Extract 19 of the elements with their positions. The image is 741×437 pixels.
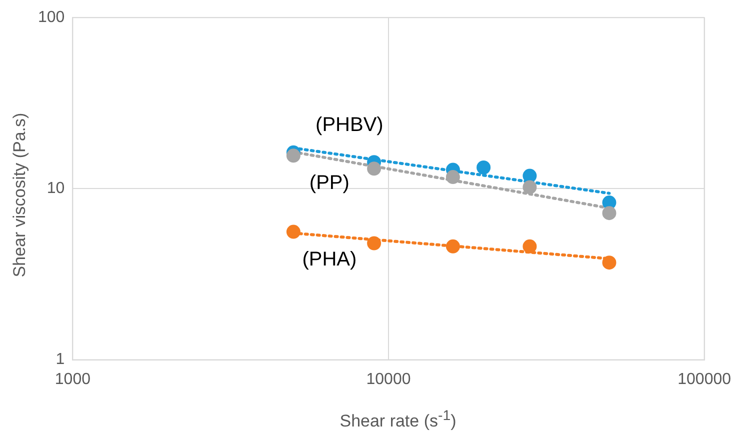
point [446, 170, 460, 184]
point [522, 239, 537, 254]
y-tick-label: 100 [38, 9, 65, 26]
series-label: (PP) [309, 172, 350, 194]
y-tick-label: 10 [46, 180, 65, 198]
y-axis-title: Shear viscosity (Pa.s) [10, 112, 30, 280]
point [522, 180, 537, 194]
y-tick-label: 1 [56, 351, 65, 368]
point [367, 236, 382, 250]
point [602, 206, 616, 220]
point [367, 162, 382, 176]
x-tick-label: 100000 [678, 370, 732, 388]
series-label: (PHBV) [316, 114, 384, 136]
x-tick-label: 10000 [366, 370, 411, 388]
x-axis-title: Shear rate (s$^{-1}$) [338, 408, 458, 432]
series-label: (PHA) [302, 248, 357, 270]
point [602, 256, 616, 270]
x-tick-label: 1000 [54, 370, 91, 388]
point [446, 239, 460, 254]
